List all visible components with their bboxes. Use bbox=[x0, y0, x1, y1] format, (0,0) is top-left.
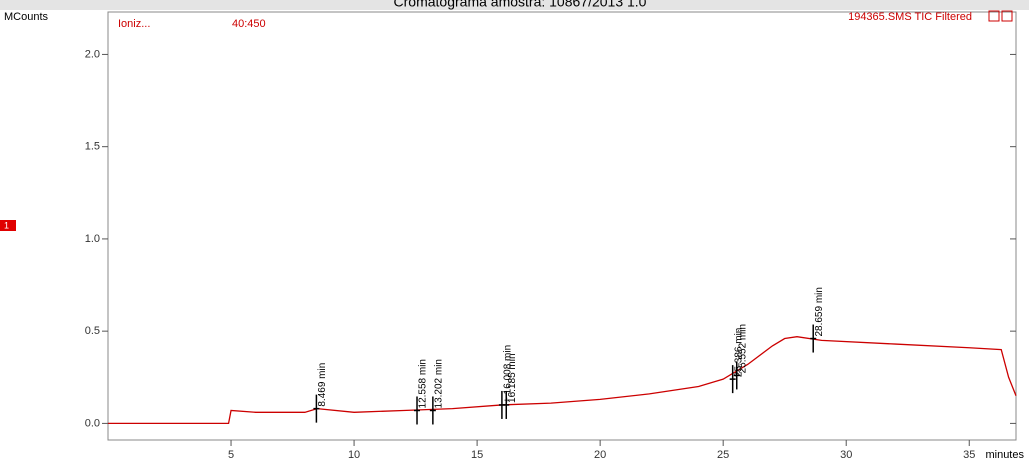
y-tick-label: 0.0 bbox=[85, 417, 100, 429]
peak-label: 25.552 min bbox=[737, 324, 748, 373]
peak-label: 28.659 min bbox=[814, 287, 825, 336]
x-tick-label: 5 bbox=[228, 449, 234, 461]
peak-label: 16.185 min bbox=[507, 353, 518, 402]
x-tick-label: 35 bbox=[963, 449, 975, 461]
y-tick-label: 1.0 bbox=[85, 233, 100, 245]
y-tick-label: 2.0 bbox=[85, 48, 100, 60]
x-tick-label: 20 bbox=[594, 449, 606, 461]
peak-label: 12.558 min bbox=[418, 359, 429, 408]
plot-frame bbox=[107, 11, 1017, 441]
x-tick-label: 15 bbox=[471, 449, 483, 461]
trace-marker-box bbox=[0, 220, 16, 231]
y-tick-label: 1.5 bbox=[85, 141, 100, 153]
mass-range: 40:450 bbox=[232, 18, 266, 30]
close-button[interactable] bbox=[1001, 10, 1013, 22]
file-label: 194365.SMS TIC Filtered bbox=[848, 11, 972, 23]
trace-line bbox=[108, 336, 1017, 425]
peak-label: 8.469 min bbox=[317, 363, 328, 407]
y-tick-label: 0.5 bbox=[85, 325, 100, 337]
x-axis-label: minutes bbox=[985, 449, 1024, 461]
chart-title: Cromatograma amostra: 10867/2013 1.0 bbox=[394, 0, 647, 10]
y-axis-label: MCounts bbox=[4, 11, 49, 23]
peak-label: + 16.008 min bbox=[503, 345, 514, 403]
peak-label: 13.202 min bbox=[434, 359, 445, 408]
x-tick-label: 25 bbox=[717, 449, 729, 461]
peak-label: 25.386 min bbox=[733, 328, 744, 377]
ion-label: Ioniz... bbox=[118, 18, 150, 30]
window-button[interactable] bbox=[988, 10, 1000, 22]
trace-marker: 1 bbox=[4, 220, 9, 230]
title-bar bbox=[0, 0, 1029, 10]
x-tick-label: 30 bbox=[840, 449, 852, 461]
x-tick-label: 10 bbox=[348, 449, 360, 461]
